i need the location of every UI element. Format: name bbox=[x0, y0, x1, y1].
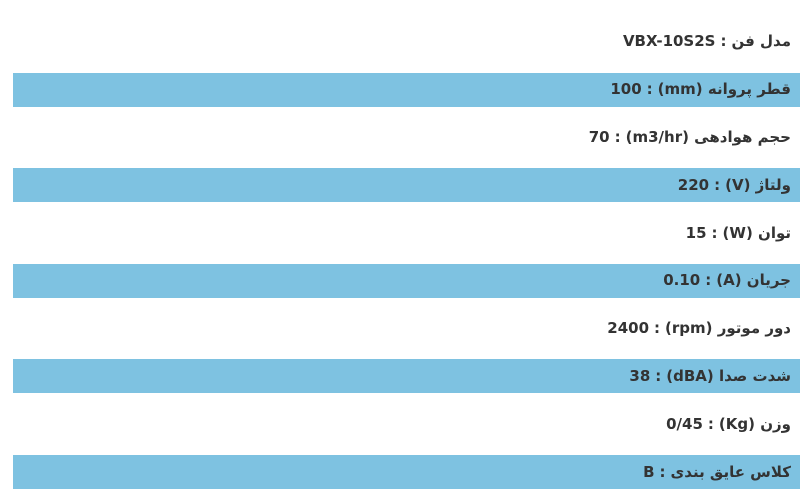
spec-row-motor-speed: دور موتور (rpm) : 2400 bbox=[0, 305, 803, 353]
spec-row-content: مدل فن : VBX-10S2S bbox=[0, 34, 803, 49]
spec-label: مدل فن bbox=[731, 32, 791, 51]
spec-row-content: جریان (A) : 0.10 bbox=[13, 263, 800, 298]
spec-separator: : bbox=[720, 32, 727, 51]
spec-row-content: توان (W) : 15 bbox=[0, 223, 803, 242]
spec-row-voltage: ولتاژ (V) : 220 bbox=[0, 161, 803, 209]
spec-label: کلاس عایق بندی bbox=[670, 462, 791, 481]
spec-row-content: کلاس عایق بندی : B bbox=[13, 455, 800, 490]
spec-label: ولتاژ (V) bbox=[725, 175, 791, 194]
spec-row-fan-model: مدل فن : VBX-10S2S bbox=[0, 18, 803, 66]
spec-value: 70 bbox=[588, 127, 610, 146]
spec-separator: : bbox=[659, 462, 666, 481]
spec-value: 220 bbox=[677, 175, 710, 194]
spec-label: وزن (Kg) bbox=[718, 414, 791, 433]
spec-row-weight: وزن (Kg) : 0/45 bbox=[0, 400, 803, 448]
spec-separator: : bbox=[705, 271, 712, 290]
spec-label: شدت صدا (dBA) bbox=[666, 366, 791, 385]
spec-label: دور موتور (rpm) bbox=[665, 319, 791, 338]
spec-row-content: ولتاژ (V) : 220 bbox=[13, 168, 800, 203]
spec-value: 0/45 bbox=[666, 414, 703, 433]
spec-label: توان (W) bbox=[722, 223, 791, 242]
spec-value: 38 bbox=[629, 366, 651, 385]
spec-value: 2400 bbox=[607, 319, 650, 338]
spec-row-content: دور موتور (rpm) : 2400 bbox=[0, 321, 803, 336]
spec-value: 0.10 bbox=[663, 271, 701, 290]
spec-label: جریان (A) bbox=[716, 271, 791, 290]
spec-separator: : bbox=[614, 127, 621, 146]
spec-row-content: وزن (Kg) : 0/45 bbox=[0, 414, 803, 433]
spec-row-noise-level: شدت صدا (dBA) : 38 bbox=[0, 353, 803, 401]
spec-value: VBX-10S2S bbox=[622, 32, 716, 51]
spec-row-air-flow: حجم هوادهی (m3/hr) : 70 bbox=[0, 114, 803, 162]
spec-separator: : bbox=[655, 366, 662, 385]
spec-label: قطر پروانه (mm) bbox=[657, 80, 791, 99]
spec-row-current: جریان (A) : 0.10 bbox=[0, 257, 803, 305]
spec-row-content: حجم هوادهی (m3/hr) : 70 bbox=[0, 127, 803, 146]
spec-row-content: قطر پروانه (mm) : 100 bbox=[13, 72, 800, 107]
spec-row-power: توان (W) : 15 bbox=[0, 209, 803, 257]
spec-row-content: شدت صدا (dBA) : 38 bbox=[13, 359, 800, 394]
spec-row-insulation-class: کلاس عایق بندی : B bbox=[0, 448, 803, 496]
spec-separator: : bbox=[707, 414, 714, 433]
spec-row-impeller-diameter: قطر پروانه (mm) : 100 bbox=[0, 66, 803, 114]
spec-separator: : bbox=[714, 175, 721, 194]
spec-value: 100 bbox=[610, 80, 642, 99]
spec-separator: : bbox=[654, 319, 661, 338]
spec-label: حجم هوادهی (m3/hr) bbox=[625, 127, 791, 146]
spec-separator: : bbox=[646, 80, 653, 99]
spec-value: 15 bbox=[685, 223, 707, 242]
spec-separator: : bbox=[711, 223, 718, 242]
spec-value: B bbox=[643, 462, 655, 481]
